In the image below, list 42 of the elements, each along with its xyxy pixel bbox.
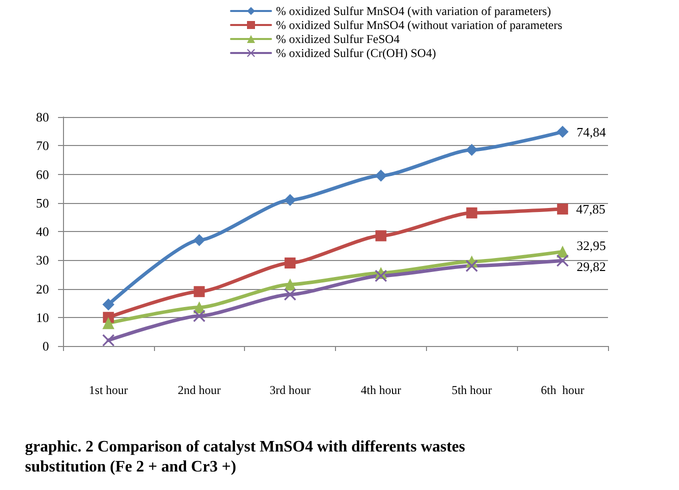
point: [284, 257, 296, 268]
data-label: 32,95: [576, 238, 606, 254]
y-tick-label: 60: [36, 166, 49, 182]
y-tick-label: 10: [36, 310, 49, 325]
point: [556, 254, 569, 267]
y-tick-label: 70: [36, 138, 49, 154]
y-tick-label: 50: [36, 195, 49, 210]
point: [557, 204, 568, 215]
legend-label: % oxidized Sulfur MnSO4 (without variation of parameters: [276, 18, 563, 32]
data-label: 29,82: [576, 259, 606, 274]
data-label: 74,84: [576, 124, 606, 140]
point: [374, 170, 387, 182]
x-tick-label: 2nd hour: [178, 383, 221, 397]
data-label: 47,85: [576, 202, 606, 217]
legend-label: % oxidized Sulfur FeSO4: [276, 32, 400, 46]
y-tick-label: 40: [36, 224, 49, 239]
y-tick-label: 20: [36, 281, 49, 296]
point: [284, 278, 296, 290]
legend-label: % oxidized Sulfur MnSO4 (with variation of parameters): [276, 4, 551, 18]
legend-label: % oxidized Sulfur (Cr(OH) SO4): [276, 46, 436, 60]
point: [102, 317, 114, 330]
point: [193, 234, 206, 246]
point: [193, 310, 206, 322]
point: [466, 207, 478, 218]
point: [102, 298, 114, 310]
point: [374, 270, 387, 282]
y-tick-label: 30: [36, 252, 49, 268]
point: [102, 334, 114, 346]
point: [466, 260, 478, 272]
point: [284, 194, 296, 206]
x-tick-label: 4th hour: [360, 383, 402, 397]
point: [375, 230, 386, 242]
y-tick-label: 80: [36, 110, 49, 124]
point: [194, 286, 205, 298]
x-tick-label: 6th hour: [540, 383, 584, 397]
x-tick-label: 3rd hour: [270, 383, 311, 397]
point: [556, 126, 569, 138]
x-tick-label: 5th hour: [452, 383, 492, 397]
point: [284, 288, 296, 300]
text: graphic. 2 Comparison of catalyst MnSO4 with differents wastes substitution (Fe 2 + and Cr3 +): [25, 438, 466, 476]
x-tick-label: 1st hour: [88, 383, 128, 397]
y-tick-label: 0: [42, 338, 49, 354]
